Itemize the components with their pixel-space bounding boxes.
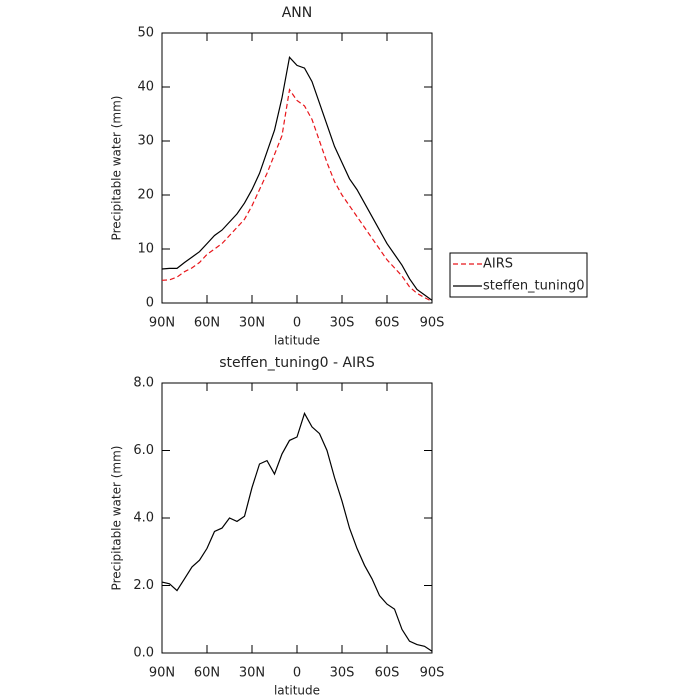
y-axis-label: Precipitable water (mm) bbox=[110, 446, 124, 591]
data-line bbox=[161, 411, 433, 652]
x-axis-label: latitude bbox=[274, 334, 320, 348]
x-tick-label: 0 bbox=[293, 316, 301, 331]
chart-title: ANN bbox=[282, 5, 313, 21]
x-tick-label: 60N bbox=[194, 666, 220, 681]
y-tick-label: 6.0 bbox=[133, 443, 154, 458]
legend-box bbox=[449, 252, 588, 298]
x-tick-label: 90S bbox=[420, 316, 445, 331]
plot-frame bbox=[161, 382, 433, 654]
y-tick-label: 8.0 bbox=[133, 376, 154, 391]
plot-frame bbox=[161, 32, 433, 304]
x-tick-label: 90N bbox=[149, 316, 175, 331]
x-axis-label: latitude bbox=[274, 684, 320, 698]
x-tick-label: 30N bbox=[239, 666, 265, 681]
data-line bbox=[161, 88, 433, 302]
y-axis-label: Precipitable water (mm) bbox=[110, 96, 124, 241]
data-line bbox=[161, 56, 433, 301]
chart-title: steffen_tuning0 - AIRS bbox=[219, 355, 375, 371]
x-tick-label: 60S bbox=[375, 666, 400, 681]
y-tick-label: 50 bbox=[137, 26, 154, 41]
x-tick-label: 30N bbox=[239, 316, 265, 331]
x-tick-label: 60S bbox=[375, 316, 400, 331]
x-tick-label: 90S bbox=[420, 666, 445, 681]
x-tick-label: 30S bbox=[330, 316, 355, 331]
y-tick-label: 30 bbox=[137, 134, 154, 149]
x-tick-label: 0 bbox=[293, 666, 301, 681]
y-tick-label: 4.0 bbox=[133, 511, 154, 526]
y-tick-label: 0 bbox=[146, 296, 154, 311]
y-tick-label: 20 bbox=[137, 188, 154, 203]
y-tick-label: 10 bbox=[137, 242, 154, 257]
x-tick-label: 90N bbox=[149, 666, 175, 681]
y-tick-label: 40 bbox=[137, 80, 154, 95]
y-tick-label: 2.0 bbox=[133, 578, 154, 593]
legend-label: AIRS bbox=[483, 257, 513, 272]
x-tick-label: 30S bbox=[330, 666, 355, 681]
y-tick-label: 0.0 bbox=[133, 646, 154, 661]
x-tick-label: 60N bbox=[194, 316, 220, 331]
legend-label: steffen_tuning0 bbox=[483, 279, 585, 294]
